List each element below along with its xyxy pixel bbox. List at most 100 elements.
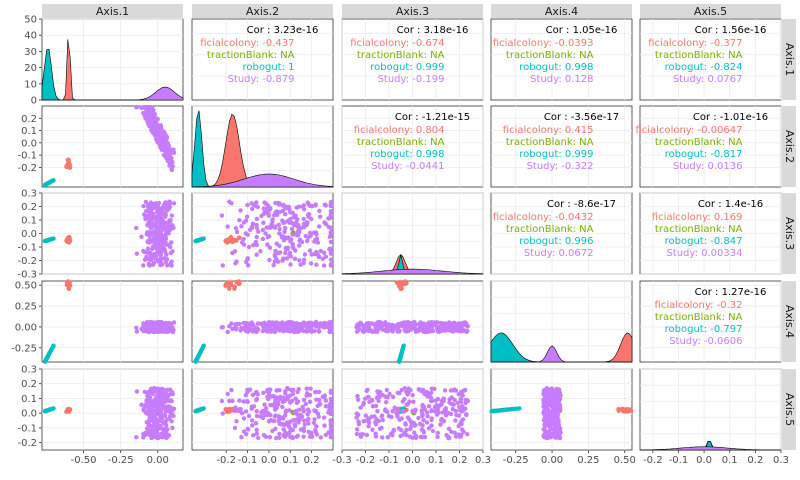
correlation-Study: Study: 0.0672 [524, 248, 594, 259]
scatter-point-Study [297, 413, 302, 418]
scatter-point-Study [355, 322, 360, 327]
scatter-point-Study [237, 398, 242, 403]
scatter-point-Study [273, 426, 278, 431]
scatter-point-Study [452, 320, 457, 326]
correlation-overall: Cor : 1.27e-16 [695, 287, 767, 298]
scatter-point-Study [134, 435, 139, 440]
correlation-ficialcolony: ficialcolony: -0.0393 [493, 38, 594, 49]
scatter-point-Study [301, 207, 307, 212]
scatter-point-Study [280, 203, 285, 208]
scatter-point-Study [157, 220, 162, 225]
scatter-point-ficialcolony [401, 281, 406, 286]
scatter-point-Study [256, 229, 261, 234]
scatter-point-Study [164, 252, 169, 257]
scatter-point-Study [294, 434, 299, 439]
panel-1-1 [41, 18, 184, 101]
scatter-point-Study [313, 230, 319, 235]
scatter-point-Study [164, 325, 169, 331]
scatter-point-Study [403, 422, 408, 427]
scatter-point-Study [328, 426, 334, 431]
scatter-point-ficialcolony [227, 236, 232, 241]
scatter-point-Study [288, 262, 293, 267]
scatter-point-Study [153, 134, 159, 139]
scatter-point-Study [459, 389, 465, 395]
row-strip-label: Axis.4 [783, 305, 796, 338]
scatter-point-Study [134, 389, 140, 394]
scatter-point-Study [147, 251, 152, 256]
scatter-point-Study [436, 329, 441, 335]
scatter-point-Study [258, 414, 263, 419]
scatter-point-Study [274, 435, 279, 441]
scatter-point-Study [155, 248, 160, 253]
x-tick-label: 0.2 [304, 455, 320, 466]
scatter-point-Study [170, 391, 175, 397]
scatter-point-Study [301, 257, 307, 262]
scatter-point-Study [220, 411, 225, 416]
scatter-point-Study [266, 396, 271, 402]
scatter-point-Study [303, 233, 308, 239]
scatter-point-Study [266, 411, 271, 416]
scatter-point-Study [296, 420, 301, 425]
scatter-point-Study [283, 250, 288, 256]
correlation-Study: Study: -0.879 [228, 74, 295, 85]
scatter-point-Study [283, 212, 288, 217]
scatter-point-Study [416, 387, 422, 392]
scatter-point-Study [405, 401, 411, 407]
scatter-point-Study [256, 435, 261, 441]
scatter-point-Study [269, 222, 274, 227]
scatter-point-Study [287, 320, 292, 325]
scatter-point-Study [156, 140, 161, 145]
scatter-point-Study [164, 321, 169, 326]
scatter-point-Study [282, 422, 287, 428]
scatter-point-Study [315, 403, 320, 409]
scatter-point-Study [390, 409, 395, 414]
scatter-point-Study [260, 322, 266, 328]
scatter-point-Study [402, 397, 407, 402]
scatter-point-Study [225, 224, 230, 229]
scatter-point-Study [421, 418, 426, 423]
y-tick-label: 0.50 [15, 281, 37, 292]
scatter-point-Study [549, 404, 554, 409]
panel-1-4 [490, 18, 633, 101]
scatter-point-Study [328, 409, 334, 415]
density-Study [341, 268, 484, 275]
scatter-point-Study [286, 204, 291, 210]
scatter-point-robogut [46, 352, 51, 357]
scatter-point-Study [238, 406, 243, 412]
correlation-robogut: robogut: 0.996 [519, 236, 593, 247]
scatter-point-Study [556, 434, 561, 439]
scatter-point-Study [441, 419, 446, 424]
scatter-point-Study [142, 257, 148, 262]
scatter-point-Study [254, 225, 260, 231]
panel-1-5 [639, 18, 782, 101]
scatter-point-Study [402, 320, 407, 325]
scatter-point-Study [286, 326, 291, 331]
scatter-point-Study [156, 213, 161, 218]
scatter-point-Study [328, 388, 334, 393]
scatter-point-robogut [197, 352, 202, 357]
scatter-point-Study [296, 223, 301, 228]
scatter-point-Study [301, 216, 306, 222]
scatter-point-Study [327, 329, 332, 335]
scatter-point-Study [420, 324, 425, 330]
x-tick-label: -0.2 [216, 455, 236, 466]
scatter-point-Study [375, 389, 380, 394]
scatter-point-Study [307, 399, 313, 404]
scatter-point-Study [465, 432, 470, 437]
scatter-point-Study [312, 417, 317, 422]
scatter-point-Study [158, 415, 163, 420]
scatter-point-Study [134, 105, 139, 110]
scatter-point-Study [245, 256, 250, 261]
scatter-point-Study [254, 431, 259, 436]
x-tick-label: 0.00 [147, 455, 169, 466]
scatter-point-Study [250, 423, 255, 428]
row-strip-label: Axis.3 [783, 217, 796, 250]
scatter-point-Study [147, 415, 152, 420]
scatter-point-robogut [46, 407, 51, 413]
scatter-point-Study [316, 254, 321, 260]
y-tick-label: 0.3 [21, 189, 37, 200]
y-tick-label: -0.1 [17, 243, 37, 254]
scatter-point-Study [243, 409, 249, 414]
scatter-point-Study [266, 323, 272, 328]
scatter-point-Study [355, 393, 360, 399]
